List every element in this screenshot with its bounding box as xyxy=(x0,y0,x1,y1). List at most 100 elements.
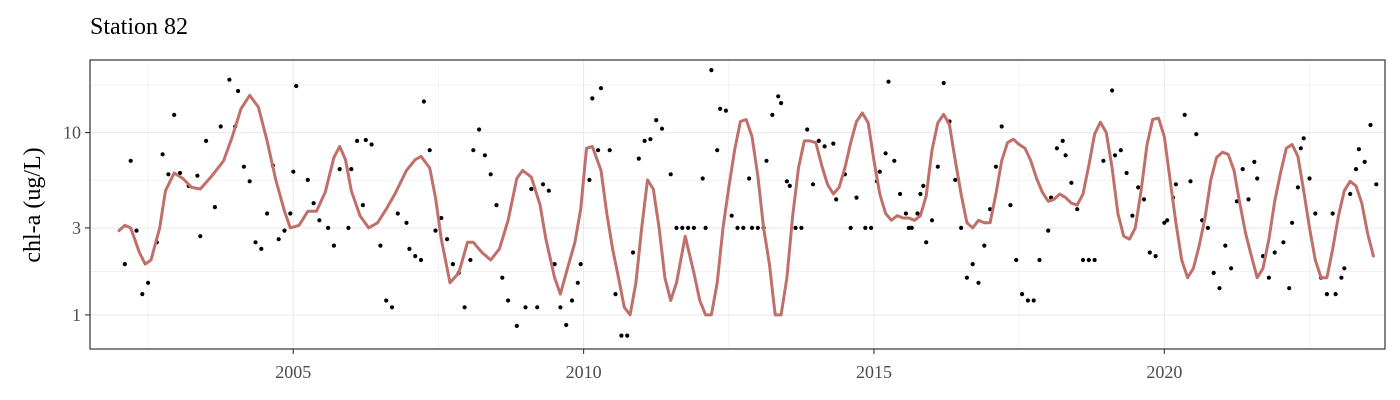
data-point xyxy=(1266,275,1271,280)
data-point xyxy=(1211,270,1216,275)
data-point xyxy=(816,138,821,143)
data-point xyxy=(680,225,685,230)
data-point xyxy=(674,225,679,230)
data-point xyxy=(488,172,493,177)
data-point xyxy=(1353,167,1359,172)
data-point xyxy=(471,148,476,153)
data-point xyxy=(1298,146,1303,151)
data-point xyxy=(723,108,729,113)
data-point xyxy=(1342,266,1347,271)
data-point xyxy=(959,225,964,230)
data-point xyxy=(468,257,473,263)
data-point xyxy=(404,220,409,225)
data-point xyxy=(834,197,839,202)
data-point xyxy=(198,234,203,239)
data-point xyxy=(305,177,310,182)
data-point xyxy=(1223,243,1228,248)
data-point xyxy=(1240,167,1245,172)
data-point xyxy=(903,211,909,216)
data-point xyxy=(575,280,580,285)
data-point xyxy=(1194,132,1199,137)
data-point xyxy=(360,203,365,208)
data-point xyxy=(558,305,563,310)
data-point xyxy=(1374,182,1379,187)
data-point xyxy=(259,246,264,251)
data-point xyxy=(450,262,455,267)
data-point xyxy=(369,142,374,147)
data-point xyxy=(1147,250,1152,255)
data-point xyxy=(709,68,714,73)
data-point xyxy=(776,94,781,99)
data-point xyxy=(715,148,720,153)
data-point xyxy=(764,158,769,163)
data-point xyxy=(1054,146,1059,151)
data-point xyxy=(1112,153,1118,158)
data-point xyxy=(1162,220,1167,225)
data-point xyxy=(779,101,784,106)
data-point xyxy=(598,86,604,91)
data-point xyxy=(590,96,595,101)
data-point xyxy=(691,225,697,230)
data-point xyxy=(906,225,911,230)
data-point xyxy=(1362,159,1367,164)
data-point xyxy=(427,148,432,153)
chart-title: Station 82 xyxy=(90,14,189,40)
data-point xyxy=(1339,275,1344,280)
data-point xyxy=(1031,298,1036,303)
x-axis: 2005 2010 2015 2020 xyxy=(275,349,1182,382)
data-point xyxy=(177,170,183,176)
data-point xyxy=(642,138,647,143)
data-point xyxy=(172,112,177,117)
data-point xyxy=(462,305,467,310)
data-point xyxy=(1141,197,1147,202)
data-point xyxy=(378,243,383,248)
data-point xyxy=(331,243,336,248)
data-point xyxy=(993,164,999,169)
data-point xyxy=(1205,225,1210,230)
data-point xyxy=(122,262,127,267)
data-point xyxy=(822,144,827,149)
data-point xyxy=(1014,257,1019,263)
y-tick-label: 10 xyxy=(63,123,81,143)
data-point xyxy=(337,167,342,172)
data-point xyxy=(160,152,165,157)
data-point xyxy=(134,228,139,233)
data-point xyxy=(703,225,708,230)
data-point xyxy=(755,225,760,230)
data-point xyxy=(924,240,929,245)
data-point xyxy=(1307,176,1312,181)
scatter-points xyxy=(122,68,1379,338)
data-point xyxy=(1333,292,1338,297)
data-point xyxy=(1092,257,1097,263)
data-point xyxy=(1080,257,1086,263)
data-point xyxy=(494,203,499,208)
smooth-line xyxy=(117,93,1375,317)
data-point xyxy=(700,176,705,181)
data-point xyxy=(1173,182,1178,187)
data-point xyxy=(418,257,424,263)
data-point xyxy=(1272,250,1277,255)
data-point xyxy=(749,225,755,230)
data-point xyxy=(770,112,775,117)
data-point xyxy=(735,225,740,230)
data-point xyxy=(1063,153,1068,158)
data-point xyxy=(445,237,450,242)
data-point xyxy=(929,218,935,223)
data-point xyxy=(793,225,798,230)
data-point xyxy=(291,169,296,174)
data-point xyxy=(869,225,874,230)
data-point xyxy=(540,182,546,187)
data-point xyxy=(1020,292,1025,297)
data-point xyxy=(976,280,981,285)
data-point xyxy=(407,246,412,251)
data-point xyxy=(1037,257,1042,263)
data-point xyxy=(1046,228,1051,233)
data-point xyxy=(1165,218,1170,223)
data-point xyxy=(1246,197,1251,202)
data-point xyxy=(166,172,171,177)
data-point xyxy=(236,88,241,94)
data-point xyxy=(1255,176,1260,181)
data-point xyxy=(282,228,287,233)
data-point xyxy=(863,225,868,230)
data-point xyxy=(218,124,223,129)
